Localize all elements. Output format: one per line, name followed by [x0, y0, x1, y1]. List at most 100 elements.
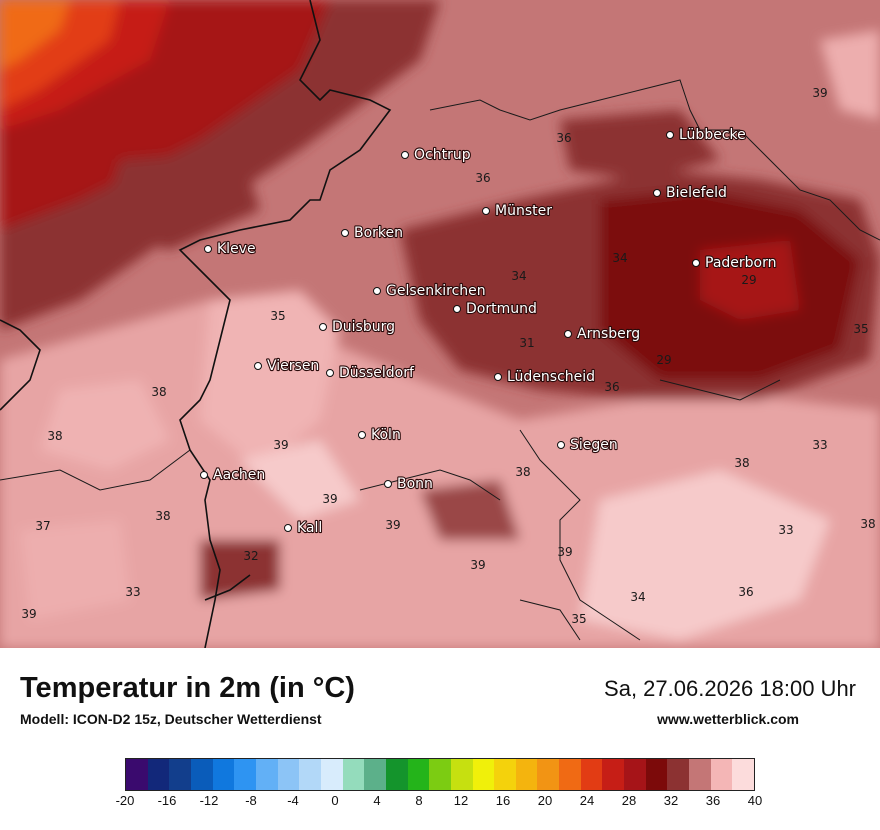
legend-swatch [299, 759, 321, 790]
isotherm-label: 29 [656, 353, 671, 367]
city-label: Kleve [217, 241, 256, 257]
city-marker: Borken [341, 224, 404, 242]
city-dot [200, 471, 208, 479]
legend-swatch [450, 759, 473, 790]
map-footer: Temperatur in 2m (in °C) Modell: ICON-D2… [0, 648, 880, 830]
isotherm-label: 29 [741, 273, 756, 287]
city-marker: Kall [284, 519, 323, 537]
city-marker: Arnsberg [564, 325, 641, 343]
city-markers: Ochtrup Lübbecke Bielefeld Münster Borken Kle… [200, 126, 778, 537]
legend-swatch [602, 759, 625, 790]
isotherm-labels: 39 36 36 34 34 29 35 31 35 29 38 36 38 39 33 38 39 38 37 38… [21, 86, 875, 626]
isotherm-label: 36 [475, 171, 490, 185]
legend-tick-label: 12 [453, 793, 469, 808]
city-marker: Bonn [384, 475, 434, 493]
city-label: Dortmund [466, 301, 537, 317]
city-marker: Kleve [204, 240, 257, 258]
isotherm-label: 39 [557, 545, 572, 559]
city-dot [557, 441, 565, 449]
city-dot [341, 229, 349, 237]
city-dot [692, 259, 700, 267]
legend-tick-label: -4 [287, 793, 299, 808]
city-label: Paderborn [705, 255, 776, 271]
isotherm-label: 31 [519, 336, 534, 350]
city-dot [494, 373, 502, 381]
city-label: Viersen [267, 358, 319, 374]
isotherm-label: 35 [853, 322, 868, 336]
city-label: Siegen [570, 437, 618, 453]
isotherm-label: 39 [21, 607, 36, 621]
isotherm-label: 36 [738, 585, 753, 599]
isotherm-label: 39 [470, 558, 485, 572]
isotherm-label: 35 [270, 309, 285, 323]
city-marker: Köln [358, 426, 402, 444]
city-dot [453, 305, 461, 313]
city-label: Bielefeld [666, 185, 727, 201]
city-label: Lüdenscheid [507, 369, 595, 385]
city-marker: Paderborn [692, 254, 778, 272]
website-link[interactable]: www.wetterblick.com [657, 711, 799, 727]
isotherm-label: 33 [125, 585, 140, 599]
legend-tick-label: -12 [199, 793, 219, 808]
legend-swatch [255, 759, 278, 790]
color-legend [125, 758, 755, 791]
isotherm-label: 33 [778, 523, 793, 537]
city-label: Borken [354, 225, 403, 241]
legend-swatch [234, 759, 256, 790]
city-dot [401, 151, 409, 159]
isotherm-label: 35 [571, 612, 586, 626]
city-label: Kall [297, 520, 322, 536]
isotherm-label: 36 [604, 380, 619, 394]
city-marker: Düsseldorf [326, 364, 416, 382]
city-dot [319, 323, 327, 331]
forecast-datetime: Sa, 27.06.2026 18:00 Uhr [604, 676, 856, 701]
city-marker: Münster [482, 202, 553, 220]
legend-swatch [559, 759, 581, 790]
city-dot [653, 189, 661, 197]
city-marker: Siegen [557, 436, 619, 454]
city-marker: Viersen [254, 357, 320, 375]
isotherm-label: 39 [812, 86, 827, 100]
isotherm-label: 33 [812, 438, 827, 452]
legend-tick-label: -8 [245, 793, 257, 808]
legend-swatch [169, 759, 191, 790]
isotherm-label: 34 [511, 269, 526, 283]
legend-tick-label: -20 [115, 793, 135, 808]
legend-swatch [212, 759, 235, 790]
legend-swatch [689, 759, 711, 790]
legend-swatch [494, 759, 516, 790]
city-marker: Dortmund [453, 300, 538, 318]
city-dot [284, 524, 292, 532]
legend-tick-label: 32 [663, 793, 679, 808]
legend-tick-label: 36 [705, 793, 721, 808]
isotherm-label: 36 [556, 131, 571, 145]
model-source: Modell: ICON-D2 15z, Deutscher Wetterdie… [20, 711, 322, 727]
city-label: Aachen [213, 467, 265, 483]
city-dot [204, 245, 212, 253]
legend-tick-label: 24 [579, 793, 595, 808]
isotherm-label: 38 [155, 509, 170, 523]
legend-tick-label: 16 [495, 793, 511, 808]
legend-ticks: -20 -16 -12 -8 -4 0 4 8 12 16 20 24 28 32 36 40 [116, 793, 763, 813]
legend-tick-label: 40 [747, 793, 763, 808]
legend-tick-label: -16 [157, 793, 177, 808]
isotherm-label: 38 [734, 456, 749, 470]
legend-tick-label: 0 [331, 793, 339, 808]
legend-swatch [624, 759, 646, 790]
isotherm-label: 39 [385, 518, 400, 532]
city-dot [326, 369, 334, 377]
city-marker: Aachen [200, 466, 266, 484]
legend-swatch [190, 759, 213, 790]
legend-swatch [472, 759, 495, 790]
legend-swatch [515, 759, 538, 790]
isotherm-label: 32 [243, 549, 258, 563]
city-label: Arnsberg [577, 326, 640, 342]
isotherm-label: 38 [151, 385, 166, 399]
country-borders [0, 0, 392, 648]
legend-swatch [364, 759, 386, 790]
city-marker: Gelsenkirchen [373, 282, 487, 300]
legend-swatch [710, 759, 733, 790]
city-dot [482, 207, 490, 215]
isotherm-label: 38 [860, 517, 875, 531]
city-label: Gelsenkirchen [386, 283, 486, 299]
